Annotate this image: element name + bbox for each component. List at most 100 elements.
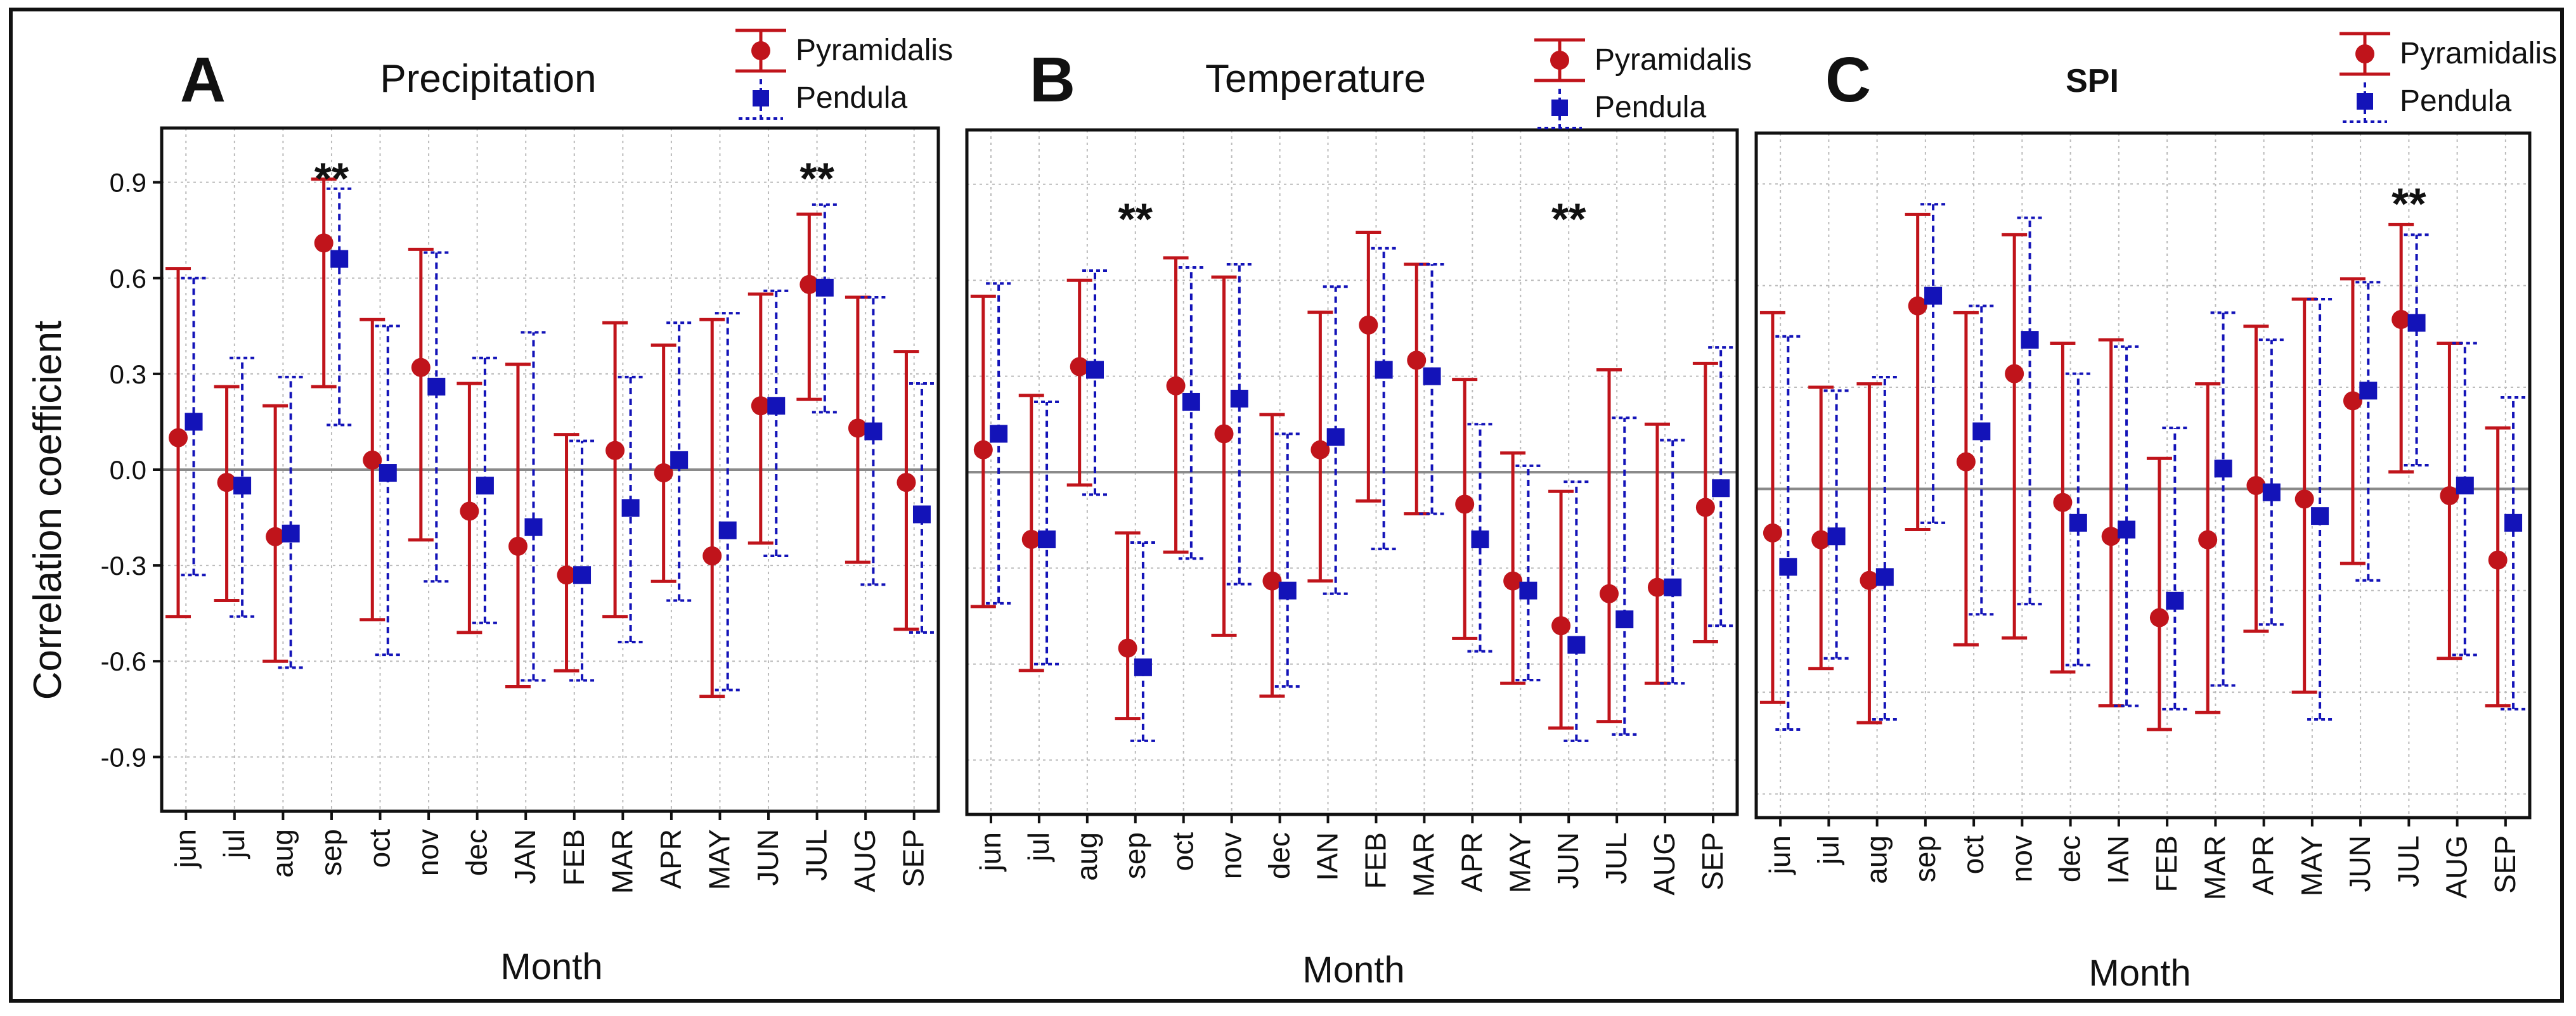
point-pendula	[1134, 658, 1152, 676]
panel-title: Temperature	[1205, 57, 1426, 101]
point-pendula	[912, 505, 931, 524]
panel-title: SPI	[2066, 63, 2119, 100]
point-pyramidalis	[2053, 492, 2073, 512]
point-pyramidalis	[411, 357, 430, 377]
y-tick-label: 0.6	[110, 264, 146, 293]
point-pyramidalis	[654, 463, 673, 483]
significance-marker: **	[799, 154, 834, 203]
point-pyramidalis	[1070, 357, 1089, 376]
point-pendula	[184, 413, 203, 431]
y-axis-label: Correlation coefficient	[26, 321, 70, 700]
figure-frame	[9, 8, 2564, 1003]
x-tick-label: jun	[974, 832, 1007, 872]
point-pyramidalis	[1455, 494, 1475, 514]
x-tick-label: MAY	[702, 829, 735, 890]
point-pendula	[476, 477, 494, 495]
x-axis-label: Month	[1302, 949, 1404, 991]
legend: Pyramidalis Pendula	[735, 29, 953, 120]
point-pyramidalis	[2246, 476, 2266, 496]
x-tick-label: APR	[1455, 832, 1488, 892]
x-tick-label: MAR	[605, 829, 638, 894]
legend-marker-pyramidalis	[1550, 51, 1569, 70]
point-pendula	[427, 378, 446, 396]
x-tick-label: APR	[654, 829, 687, 889]
point-pendula	[1038, 530, 1056, 548]
x-tick-label: dec	[2054, 835, 2087, 882]
point-pyramidalis	[169, 428, 188, 447]
x-tick-label: IAN	[1311, 832, 1344, 881]
point-pendula	[1375, 361, 1393, 379]
point-pendula	[2166, 591, 2184, 610]
point-pyramidalis	[1118, 638, 1137, 658]
point-pendula	[767, 397, 786, 415]
point-pendula	[2407, 314, 2426, 332]
point-pyramidalis	[605, 440, 625, 460]
x-tick-label: oct	[1957, 835, 1990, 875]
point-pyramidalis	[848, 418, 867, 438]
point-pyramidalis	[1811, 530, 1831, 550]
point-pyramidalis	[1311, 440, 1330, 460]
x-tick-label: AUG	[2440, 835, 2473, 899]
legend-label-pyramidalis: Pyramidalis	[796, 34, 953, 67]
significance-marker: **	[314, 154, 349, 203]
point-pendula	[2359, 382, 2378, 400]
significance-marker: **	[2392, 179, 2426, 229]
x-tick-label: JUN	[751, 829, 784, 885]
point-pendula	[670, 451, 689, 469]
point-pendula	[1519, 581, 1537, 600]
x-tick-label: JUL	[800, 829, 833, 881]
point-pendula	[2504, 513, 2523, 532]
x-tick-label: JUL	[1600, 832, 1633, 884]
legend: Pyramidalis Pendula	[2340, 32, 2557, 123]
legend: Pyramidalis Pendula	[1534, 38, 1752, 129]
x-tick-label: oct	[1167, 832, 1200, 871]
point-pyramidalis	[2101, 527, 2121, 546]
point-pendula	[1471, 530, 1489, 548]
point-pyramidalis	[1695, 498, 1715, 517]
point-pendula	[1664, 578, 1682, 596]
x-tick-label: dec	[1263, 832, 1296, 879]
point-pyramidalis	[1600, 584, 1619, 603]
point-pyramidalis	[314, 233, 333, 253]
point-pendula	[1423, 367, 1441, 385]
x-tick-label: JUL	[2392, 835, 2424, 887]
point-pendula	[2214, 460, 2232, 478]
x-tick-label: SEP	[1696, 832, 1729, 891]
point-pendula	[2456, 477, 2474, 495]
significance-marker: **	[1118, 194, 1153, 243]
y-tick-label: -0.6	[101, 646, 146, 676]
y-tick-label: -0.3	[101, 551, 146, 581]
x-tick-label: aug	[1860, 835, 1893, 884]
point-pendula	[282, 524, 300, 543]
point-pyramidalis	[1551, 616, 1571, 636]
x-tick-label: AUG	[848, 829, 881, 892]
x-tick-label: JUN	[1551, 832, 1584, 889]
point-pendula	[621, 499, 640, 517]
x-tick-label: APR	[2247, 835, 2280, 896]
point-pendula	[1972, 422, 1991, 440]
y-tick-label: -0.9	[101, 742, 146, 772]
point-pyramidalis	[1860, 570, 1879, 590]
point-pyramidalis	[2005, 364, 2024, 383]
x-tick-label: dec	[460, 829, 493, 876]
panel-a: 0.9 0.6 0.3 0.0 -0.3 -0.6 -0.9 jun jul aug sep oct n…	[101, 29, 953, 987]
point-pendula	[1230, 389, 1248, 408]
point-pyramidalis	[363, 450, 382, 470]
x-tick-label: MAR	[1407, 832, 1440, 897]
point-pyramidalis	[751, 396, 770, 416]
point-pyramidalis	[1166, 376, 1186, 395]
point-pyramidalis	[1908, 296, 1927, 316]
point-pyramidalis	[1503, 571, 1523, 591]
point-pyramidalis	[1763, 523, 1782, 543]
legend-marker-pendula	[1551, 100, 1568, 116]
point-pyramidalis	[1359, 315, 1378, 335]
point-pendula	[233, 477, 252, 495]
point-pyramidalis	[557, 565, 576, 585]
point-pyramidalis	[1021, 529, 1041, 549]
point-pyramidalis	[2440, 486, 2459, 506]
point-pendula	[718, 521, 737, 539]
point-pendula	[573, 566, 592, 584]
legend-marker-pendula	[2357, 93, 2373, 110]
plot-area	[1754, 131, 2532, 820]
x-tick-label: JUN	[2343, 835, 2376, 892]
